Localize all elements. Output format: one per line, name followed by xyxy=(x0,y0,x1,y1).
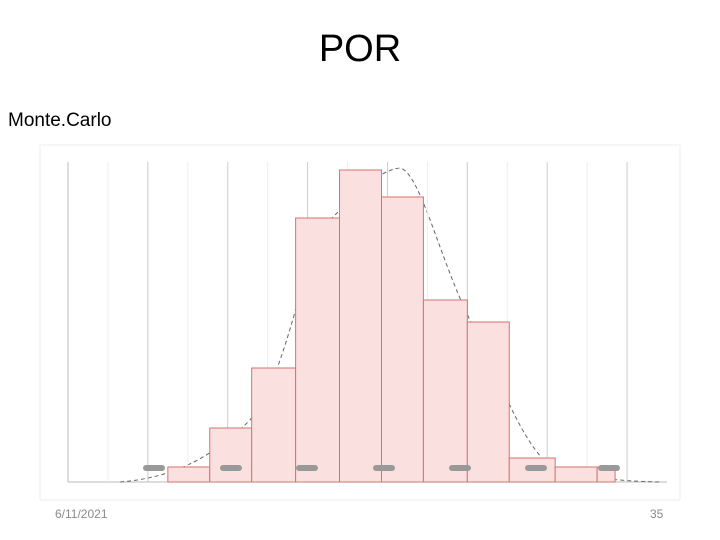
bar xyxy=(295,217,341,483)
slide-subtitle: Monte.Carlo xyxy=(8,110,112,131)
bar xyxy=(167,466,211,483)
bar xyxy=(380,196,424,483)
marks xyxy=(107,162,628,483)
bar xyxy=(422,299,468,483)
density-curve xyxy=(119,167,661,483)
markers xyxy=(143,465,620,471)
bar xyxy=(209,427,253,483)
bar xyxy=(251,367,297,483)
page-number: 35 xyxy=(650,507,664,521)
bar xyxy=(466,321,510,483)
slide-title: POR xyxy=(318,28,402,70)
footer-date: 6/11/2021 xyxy=(55,507,108,521)
bar xyxy=(339,169,382,483)
bar xyxy=(554,466,598,483)
